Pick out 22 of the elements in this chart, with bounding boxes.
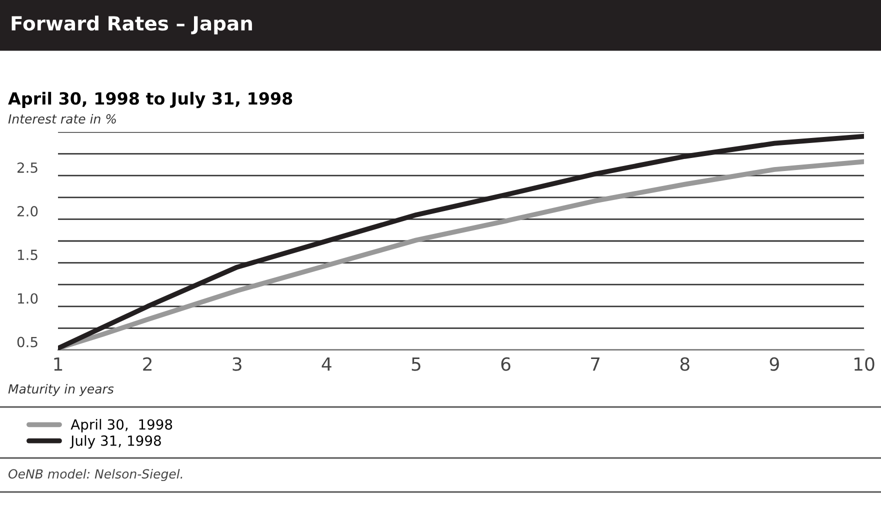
legend-label: July 31, 1998 [70, 435, 161, 449]
y-tick-label: 1.0 [18, 293, 38, 304]
y-tick-label: 2.0 [17, 206, 38, 217]
legend-label: April 30, 1998 [70, 418, 172, 432]
x-tick-label: 3 [232, 357, 242, 371]
x-tick-label: 7 [591, 358, 600, 371]
chart-subtitle: April 30, 1998 to July 31, 1998 [8, 92, 292, 108]
y-tick-label: 0.5 [17, 336, 38, 348]
x-tick-label: 6 [501, 357, 510, 371]
x-axis-title: Maturity in years [8, 384, 114, 396]
x-tick-label: 8 [680, 357, 690, 371]
x-tick-label: 4 [322, 358, 332, 371]
x-tick-label: 10 [854, 357, 874, 371]
y-tick-label: 1.5 [18, 250, 38, 260]
x-tick-label: 9 [770, 357, 779, 371]
x-tick-label: 2 [143, 357, 152, 371]
chart-title: Forward Rates – Japan [12, 16, 252, 34]
x-tick-label: 5 [412, 358, 420, 371]
x-tick-label: 1 [54, 358, 62, 371]
y-axis-title: Interest rate in % [8, 114, 116, 124]
text: OeNB model: Nelson-Siegel. [8, 468, 182, 482]
y-tick-label: 2.5 [17, 162, 38, 173]
